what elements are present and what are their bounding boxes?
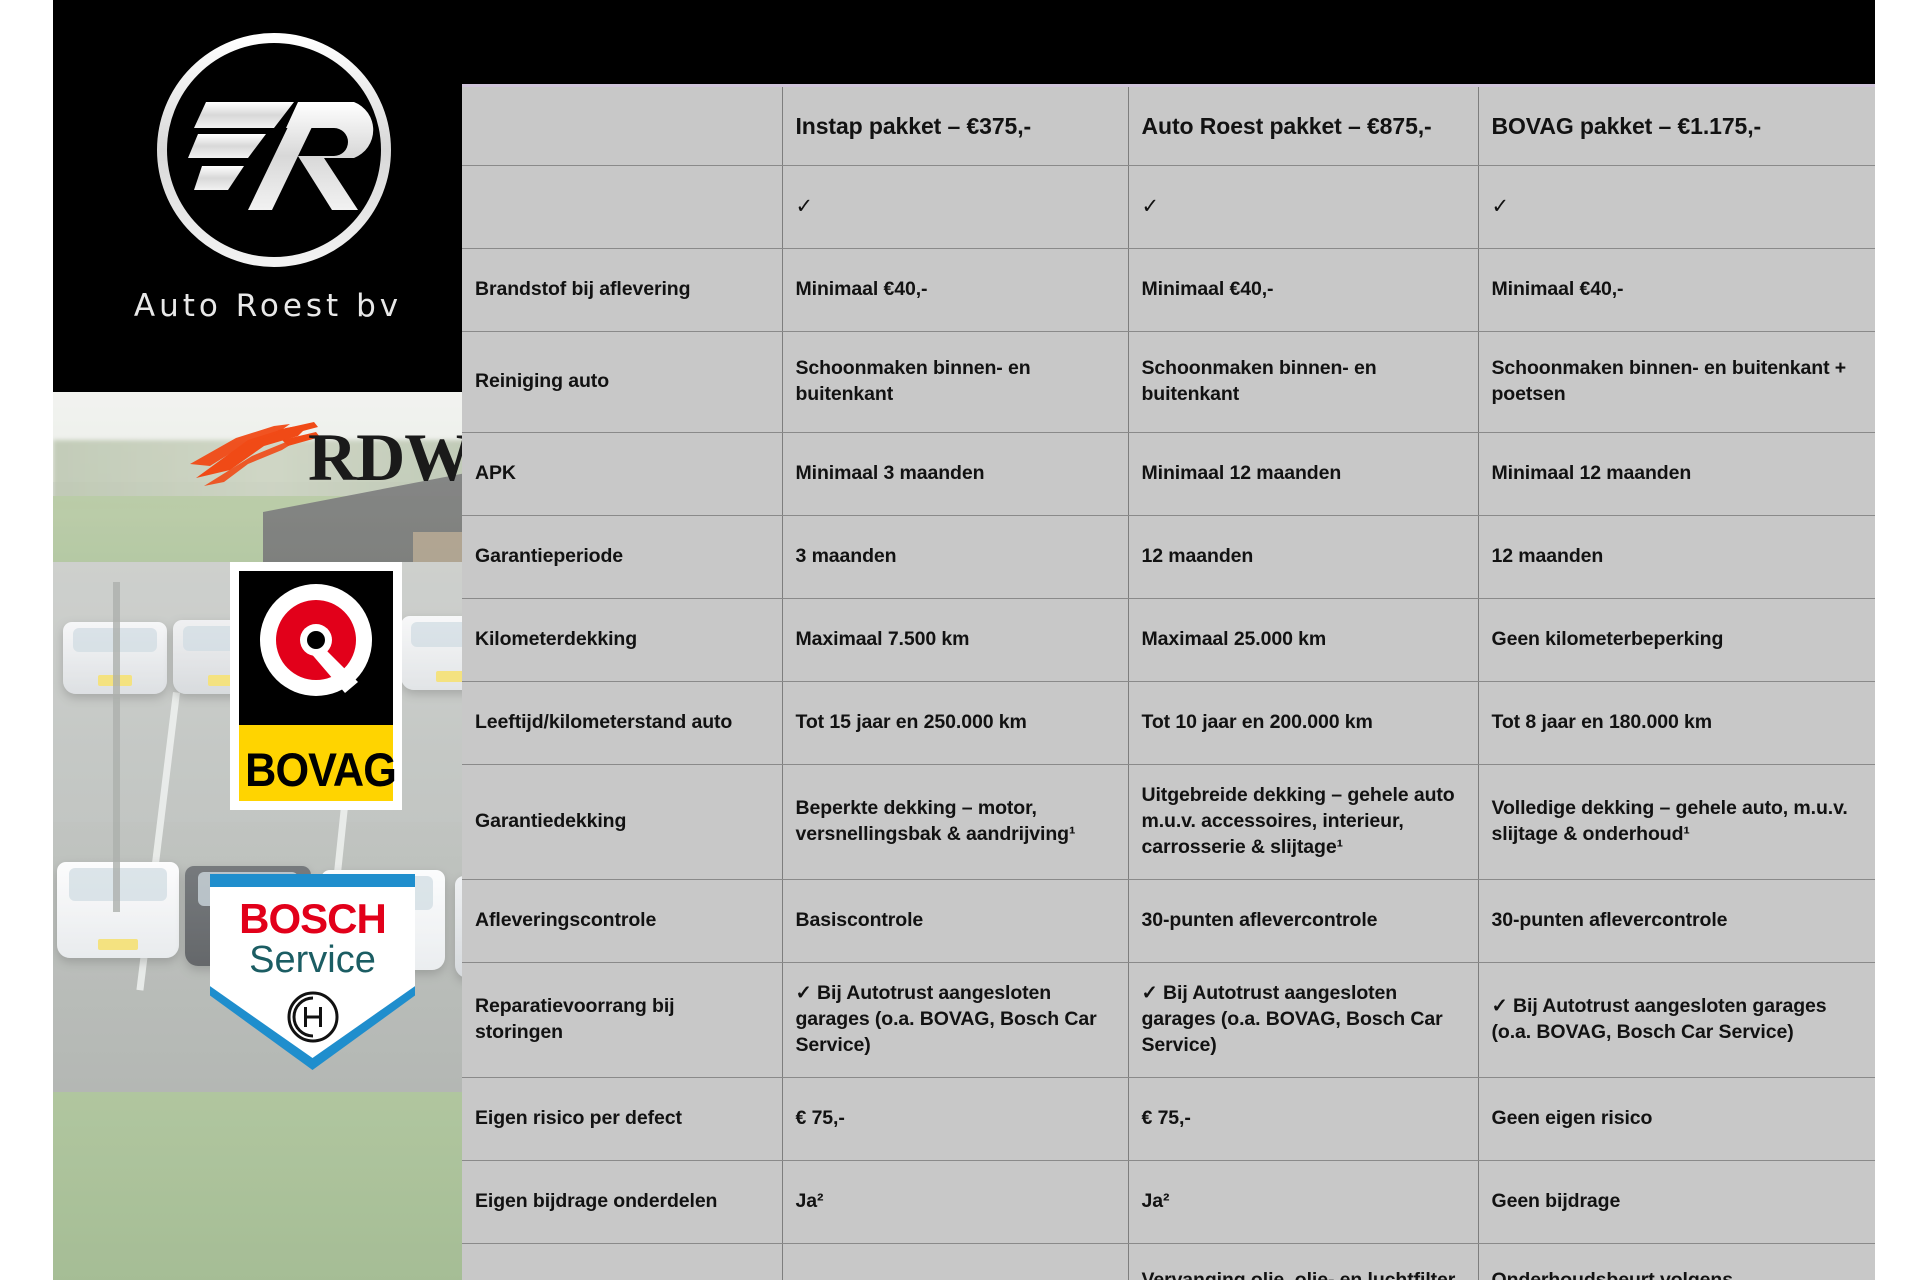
cell-auto-roest: 30-punten aflevercontrole <box>1128 879 1479 963</box>
check-icon-instap: ✓ <box>782 165 1129 249</box>
row-label: APK <box>462 432 783 516</box>
table-header-row: Instap pakket – €375,- Auto Roest pakket… <box>462 87 1875 166</box>
cell-auto-roest: ✓ Bij Autotrust aangesloten garages (o.a… <box>1128 962 1479 1078</box>
table-row: Onderhoud bij aflevering Nee Vervanging … <box>462 1243 1875 1280</box>
row-label: Reiniging auto <box>462 331 783 433</box>
table-row: Reparatievoorrang bij storingen ✓ Bij Au… <box>462 962 1875 1078</box>
row-label: Onderhoud bij aflevering <box>462 1243 783 1280</box>
cell-auto-roest: € 75,- <box>1128 1077 1479 1161</box>
cell-instap: ✓ Bij Autotrust aangesloten garages (o.a… <box>782 962 1129 1078</box>
row-label: Kilometerdekking <box>462 598 783 682</box>
cell-bovag: Minimaal 12 maanden <box>1478 432 1875 516</box>
rdw-swoosh-icon <box>190 420 330 490</box>
package-comparison-table: Instap pakket – €375,- Auto Roest pakket… <box>462 84 1875 1280</box>
cell-instap: Schoonmaken binnen- en buitenkant <box>782 331 1129 433</box>
cell-auto-roest: Uitgebreide dekking – gehele auto m.u.v.… <box>1128 764 1479 880</box>
row-label: Reparatievoorrang bij storingen <box>462 962 783 1078</box>
column-header-auto-roest: Auto Roest pakket – €875,- <box>1128 87 1479 166</box>
table-row: APK Minimaal 3 maanden Minimaal 12 maand… <box>462 432 1875 516</box>
cell-bovag: Geen kilometerbeperking <box>1478 598 1875 682</box>
cell-auto-roest: Schoonmaken binnen- en buitenkant <box>1128 331 1479 433</box>
table-row: Eigen bijdrage onderdelen Ja² Ja² Geen b… <box>462 1160 1875 1244</box>
auto-roest-7r-monogram-icon <box>148 24 400 276</box>
check-icon-auto-roest: ✓ <box>1128 165 1479 249</box>
cell-auto-roest: Minimaal €40,- <box>1128 248 1479 332</box>
row-label: Brandstof bij aflevering <box>462 248 783 332</box>
row-label-blank <box>462 165 783 249</box>
cell-auto-roest: Tot 10 jaar en 200.000 km <box>1128 681 1479 765</box>
table-row: Reiniging auto Schoonmaken binnen- en bu… <box>462 331 1875 433</box>
cell-bovag: ✓ Bij Autotrust aangesloten garages (o.a… <box>1478 962 1875 1078</box>
brand-logo: Auto Roest bv <box>98 14 438 374</box>
table-row-check: ✓ ✓ ✓ <box>462 165 1875 249</box>
cell-bovag: 30-punten aflevercontrole <box>1478 879 1875 963</box>
table-row: Garantiedekking Beperkte dekking – motor… <box>462 764 1875 880</box>
cell-instap: € 75,- <box>782 1077 1129 1161</box>
bosch-wordmark: BOSCH <box>239 895 387 942</box>
column-header-instap: Instap pakket – €375,- <box>782 87 1129 166</box>
slide: Auto Roest bv RDW <box>53 0 1875 1280</box>
brand-name: Auto Roest bv <box>133 288 403 324</box>
table-row: Afleveringscontrole Basiscontrole 30-pun… <box>462 879 1875 963</box>
column-header-bovag: BOVAG pakket – €1.175,- <box>1478 87 1875 166</box>
cell-auto-roest: Ja² <box>1128 1160 1479 1244</box>
cell-bovag: Minimaal €40,- <box>1478 248 1875 332</box>
row-label: Leeftijd/kilometerstand auto <box>462 681 783 765</box>
bovag-target-icon <box>257 581 375 699</box>
cell-instap: Tot 15 jaar en 250.000 km <box>782 681 1129 765</box>
cell-instap: Beperkte dekking – motor, versnellingsba… <box>782 764 1129 880</box>
cell-auto-roest: Vervanging olie, olie- en luchtfilter, i… <box>1128 1243 1479 1280</box>
bovag-wordmark: BOVAG <box>245 743 397 796</box>
row-label: Eigen bijdrage onderdelen <box>462 1160 783 1244</box>
cell-bovag: Onderhoudsbeurt volgens fabrieksvoorschr… <box>1478 1243 1875 1280</box>
cell-bovag: 12 maanden <box>1478 515 1875 599</box>
column-header-feature <box>462 87 783 166</box>
table-row: Leeftijd/kilometerstand auto Tot 15 jaar… <box>462 681 1875 765</box>
table-row: Eigen risico per defect € 75,- € 75,- Ge… <box>462 1077 1875 1161</box>
row-label: Eigen risico per defect <box>462 1077 783 1161</box>
cell-instap: 3 maanden <box>782 515 1129 599</box>
rdw-wordmark: RDW <box>308 419 472 495</box>
row-label: Afleveringscontrole <box>462 879 783 963</box>
cell-instap: Basiscontrole <box>782 879 1129 963</box>
cell-bovag: Volledige dekking – gehele auto, m.u.v. … <box>1478 764 1875 880</box>
bosch-service-word: Service <box>249 939 376 981</box>
cell-auto-roest: 12 maanden <box>1128 515 1479 599</box>
cell-instap: Minimaal €40,- <box>782 248 1129 332</box>
cell-bovag: Schoonmaken binnen- en buitenkant + poet… <box>1478 331 1875 433</box>
table-row: Garantieperiode 3 maanden 12 maanden 12 … <box>462 515 1875 599</box>
cell-instap: Maximaal 7.500 km <box>782 598 1129 682</box>
table-row: Kilometerdekking Maximaal 7.500 km Maxim… <box>462 598 1875 682</box>
check-icon-bovag: ✓ <box>1478 165 1875 249</box>
row-label: Garantiedekking <box>462 764 783 880</box>
table-row: Brandstof bij aflevering Minimaal €40,- … <box>462 248 1875 332</box>
cell-instap: Nee <box>782 1243 1129 1280</box>
cell-bovag: Geen eigen risico <box>1478 1077 1875 1161</box>
cell-instap: Minimaal 3 maanden <box>782 432 1129 516</box>
bosch-emblem-icon <box>287 991 339 1043</box>
cell-auto-roest: Minimaal 12 maanden <box>1128 432 1479 516</box>
rdw-logo: RDW <box>190 400 480 510</box>
cell-instap: Ja² <box>782 1160 1129 1244</box>
cell-auto-roest: Maximaal 25.000 km <box>1128 598 1479 682</box>
bovag-logo: BOVAG <box>230 562 402 810</box>
row-label: Garantieperiode <box>462 515 783 599</box>
cell-bovag: Geen bijdrage <box>1478 1160 1875 1244</box>
cell-bovag: Tot 8 jaar en 180.000 km <box>1478 681 1875 765</box>
